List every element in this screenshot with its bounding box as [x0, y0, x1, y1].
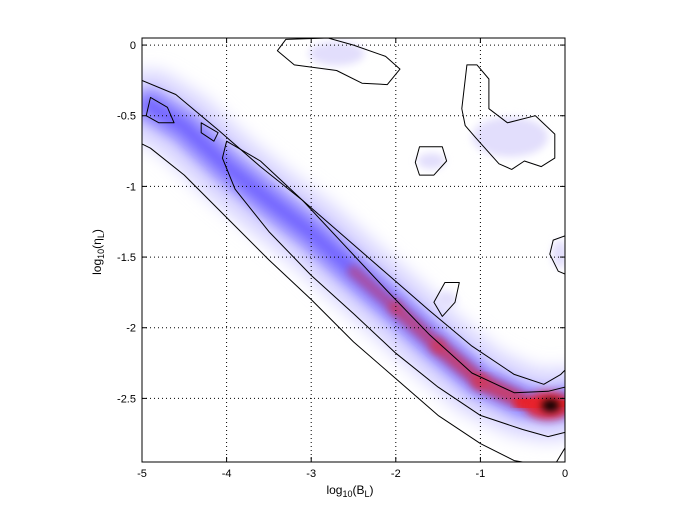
density-hot-segment: [347, 265, 402, 315]
contour-inner-left-2: [200, 122, 219, 142]
contour-outer: [142, 79, 565, 462]
density-island: [308, 41, 365, 66]
density-hot-segment: [388, 300, 446, 354]
x-tick-label: -1: [476, 468, 486, 480]
density-island: [472, 116, 549, 157]
contour-island-mid: [433, 282, 460, 317]
y-tick-label: -1.5: [117, 252, 136, 264]
x-tick-label: -4: [222, 468, 232, 480]
x-axis-label: log10(BL): [326, 483, 373, 499]
contour-lines: [142, 38, 565, 462]
plot-frame: [141, 37, 566, 463]
density-island: [417, 152, 446, 169]
x-tick-label: -3: [306, 468, 316, 480]
contour-island-small: [414, 146, 448, 176]
contour-island-edge: [549, 235, 565, 275]
y-tick-label: -1: [126, 181, 136, 193]
contour-inner: [221, 140, 565, 438]
contour-island-top: [276, 38, 401, 86]
y-axis-label: log10(ηL): [90, 229, 106, 275]
density-hot-segment: [430, 338, 489, 390]
density-peak: [541, 399, 560, 412]
density-island: [551, 240, 565, 269]
x-tick-label: 0: [562, 468, 568, 480]
contour-island-right: [461, 64, 556, 170]
x-tick-label: -2: [391, 468, 401, 480]
grid: [142, 38, 565, 462]
density-island: [436, 291, 457, 308]
contour-inner-left: [145, 96, 175, 124]
y-tick-label: -2: [126, 323, 136, 335]
y-tick-label: 0: [130, 40, 136, 52]
x-axis-ticks: -5 -4 -3 -2 -1 0: [137, 38, 568, 480]
x-tick-label: -5: [137, 468, 147, 480]
y-axis-ticks: 0 -0.5 -1 -1.5 -2 -2.5: [117, 40, 565, 405]
y-tick-label: -0.5: [117, 111, 136, 123]
y-tick-label: -2.5: [117, 393, 136, 405]
